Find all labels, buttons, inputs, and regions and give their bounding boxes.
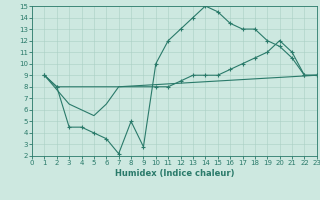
X-axis label: Humidex (Indice chaleur): Humidex (Indice chaleur) — [115, 169, 234, 178]
